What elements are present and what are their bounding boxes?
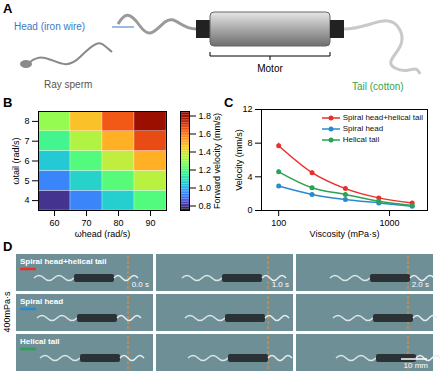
html-text:B: B — [3, 95, 13, 110]
svg-text:7: 7 — [24, 136, 29, 146]
svg-text:Helical tail: Helical tail — [20, 337, 60, 346]
svg-text:12: 12 — [242, 104, 252, 114]
html-text:D: D — [3, 239, 13, 254]
svg-text:6: 6 — [24, 156, 29, 166]
svg-text:1.4: 1.4 — [199, 147, 212, 157]
svg-text:Ray sperm: Ray sperm — [44, 79, 92, 90]
svg-text:Spiral head: Spiral head — [20, 297, 63, 306]
svg-text:0.0 s: 0.0 s — [132, 280, 149, 289]
svg-text:8: 8 — [24, 116, 29, 126]
svg-text:1.8: 1.8 — [199, 111, 212, 121]
svg-text:8: 8 — [247, 138, 252, 148]
svg-text:60: 60 — [49, 218, 59, 228]
svg-text:90: 90 — [145, 218, 155, 228]
svg-text:Forward velocity (mm/s): Forward velocity (mm/s) — [212, 113, 222, 209]
svg-text:ωtail (rad/s): ωtail (rad/s) — [11, 137, 21, 184]
svg-text:Viscosity (mPa·s): Viscosity (mPa·s) — [310, 229, 380, 239]
svg-text:0: 0 — [247, 205, 252, 215]
html-text:Spiral head+helical tail: Spiral head+helical tail — [342, 113, 423, 122]
html-text:C: C — [224, 95, 234, 110]
svg-text:Motor: Motor — [257, 63, 283, 74]
svg-text:80: 80 — [113, 218, 123, 228]
svg-text:10 mm: 10 mm — [404, 361, 429, 370]
svg-text:70: 70 — [81, 218, 91, 228]
svg-text:2.0 s: 2.0 s — [412, 280, 429, 289]
html-text:Helical tail: Helical tail — [342, 135, 380, 144]
svg-text:1.2: 1.2 — [199, 165, 212, 175]
svg-text:Velocity (mm/s): Velocity (mm/s) — [234, 129, 244, 191]
html-text:A: A — [3, 1, 13, 16]
svg-text:400mPa·s: 400mPa·s — [2, 291, 12, 333]
svg-text:1000: 1000 — [380, 218, 400, 228]
svg-text:Head (iron wire): Head (iron wire) — [14, 21, 85, 32]
svg-text:1.0: 1.0 — [199, 183, 212, 193]
svg-text:5: 5 — [24, 176, 29, 186]
svg-text:1.6: 1.6 — [199, 129, 212, 139]
svg-text:100: 100 — [271, 218, 286, 228]
svg-text:Tail (cotton): Tail (cotton) — [352, 81, 404, 92]
svg-text:4: 4 — [247, 172, 252, 182]
svg-text:0.8: 0.8 — [199, 201, 212, 211]
svg-text:ωhead (rad/s): ωhead (rad/s) — [75, 229, 131, 239]
svg-text:1.0 s: 1.0 s — [272, 280, 289, 289]
svg-text:4: 4 — [24, 195, 29, 205]
svg-text:Spiral head+helical tail: Spiral head+helical tail — [20, 257, 106, 266]
html-text:Spiral head: Spiral head — [342, 124, 384, 133]
